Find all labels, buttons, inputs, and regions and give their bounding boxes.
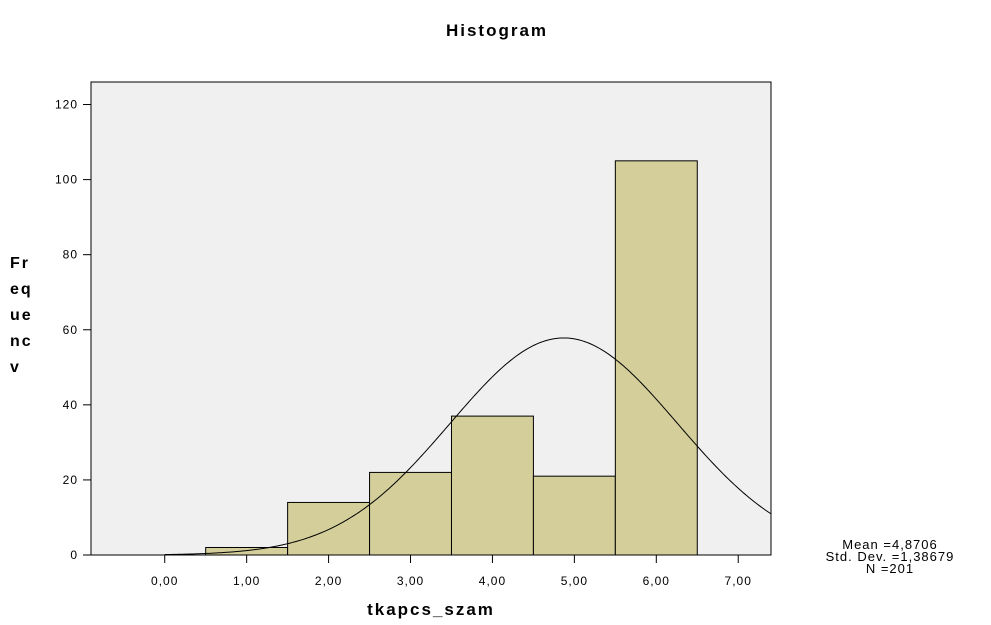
x-tick-label-5: 5,00 <box>561 574 588 588</box>
y-tick-label-5: 100 <box>55 173 78 187</box>
y-axis-label-line-0: Fr <box>10 255 30 272</box>
x-tick-label-0: 0,00 <box>151 574 178 588</box>
y-tick-label-6: 120 <box>55 98 78 112</box>
y-tick-label-1: 20 <box>63 473 78 487</box>
histogram-bar-3 <box>369 471 452 556</box>
y-axis-label: Fr eq ue nc v <box>10 255 33 376</box>
normal-curve <box>164 337 772 556</box>
histogram-bar-5 <box>532 475 616 556</box>
x-tick-label-6: 6,00 <box>643 574 670 588</box>
x-tick-label-2: 2,00 <box>315 574 342 588</box>
x-tick-label-3: 3,00 <box>397 574 424 588</box>
y-axis-label-line-4: v <box>10 359 21 376</box>
x-tick-label-4: 4,00 <box>479 574 506 588</box>
y-axis-label-line-2: ue <box>10 307 33 324</box>
y-axis-label-line-3: nc <box>10 333 33 350</box>
x-tick-label-7: 7,00 <box>725 574 752 588</box>
histogram-bar-6 <box>614 160 698 556</box>
chart-title: Histogram <box>446 21 548 40</box>
stats-n: N =201 <box>866 561 914 576</box>
x-tick-label-1: 1,00 <box>233 574 260 588</box>
y-axis-label-line-1: eq <box>10 281 33 298</box>
stats-legend: Mean =4,8706 Std. Dev. =1,38679 N =201 <box>826 537 955 576</box>
y-tick-label-2: 40 <box>63 398 78 412</box>
x-axis-label: tkapcs_szam <box>367 600 495 619</box>
histogram-bar-2 <box>287 501 371 556</box>
y-tick-label-0: 0 <box>70 548 78 562</box>
bars-layer <box>205 160 698 556</box>
stats-mean: Mean =4,8706 <box>842 537 937 552</box>
y-tick-label-3: 60 <box>63 323 78 337</box>
histogram-bar-4 <box>450 415 534 556</box>
axis-ticks-layer: 0 20 40 60 80 100 120 0,00 1,00 2,00 3,00 4,00 5,00 6… <box>55 98 752 588</box>
histogram-bar-1 <box>205 546 289 556</box>
stats-std-dev: Std. Dev. =1,38679 <box>826 549 955 564</box>
y-tick-label-4: 80 <box>63 248 78 262</box>
